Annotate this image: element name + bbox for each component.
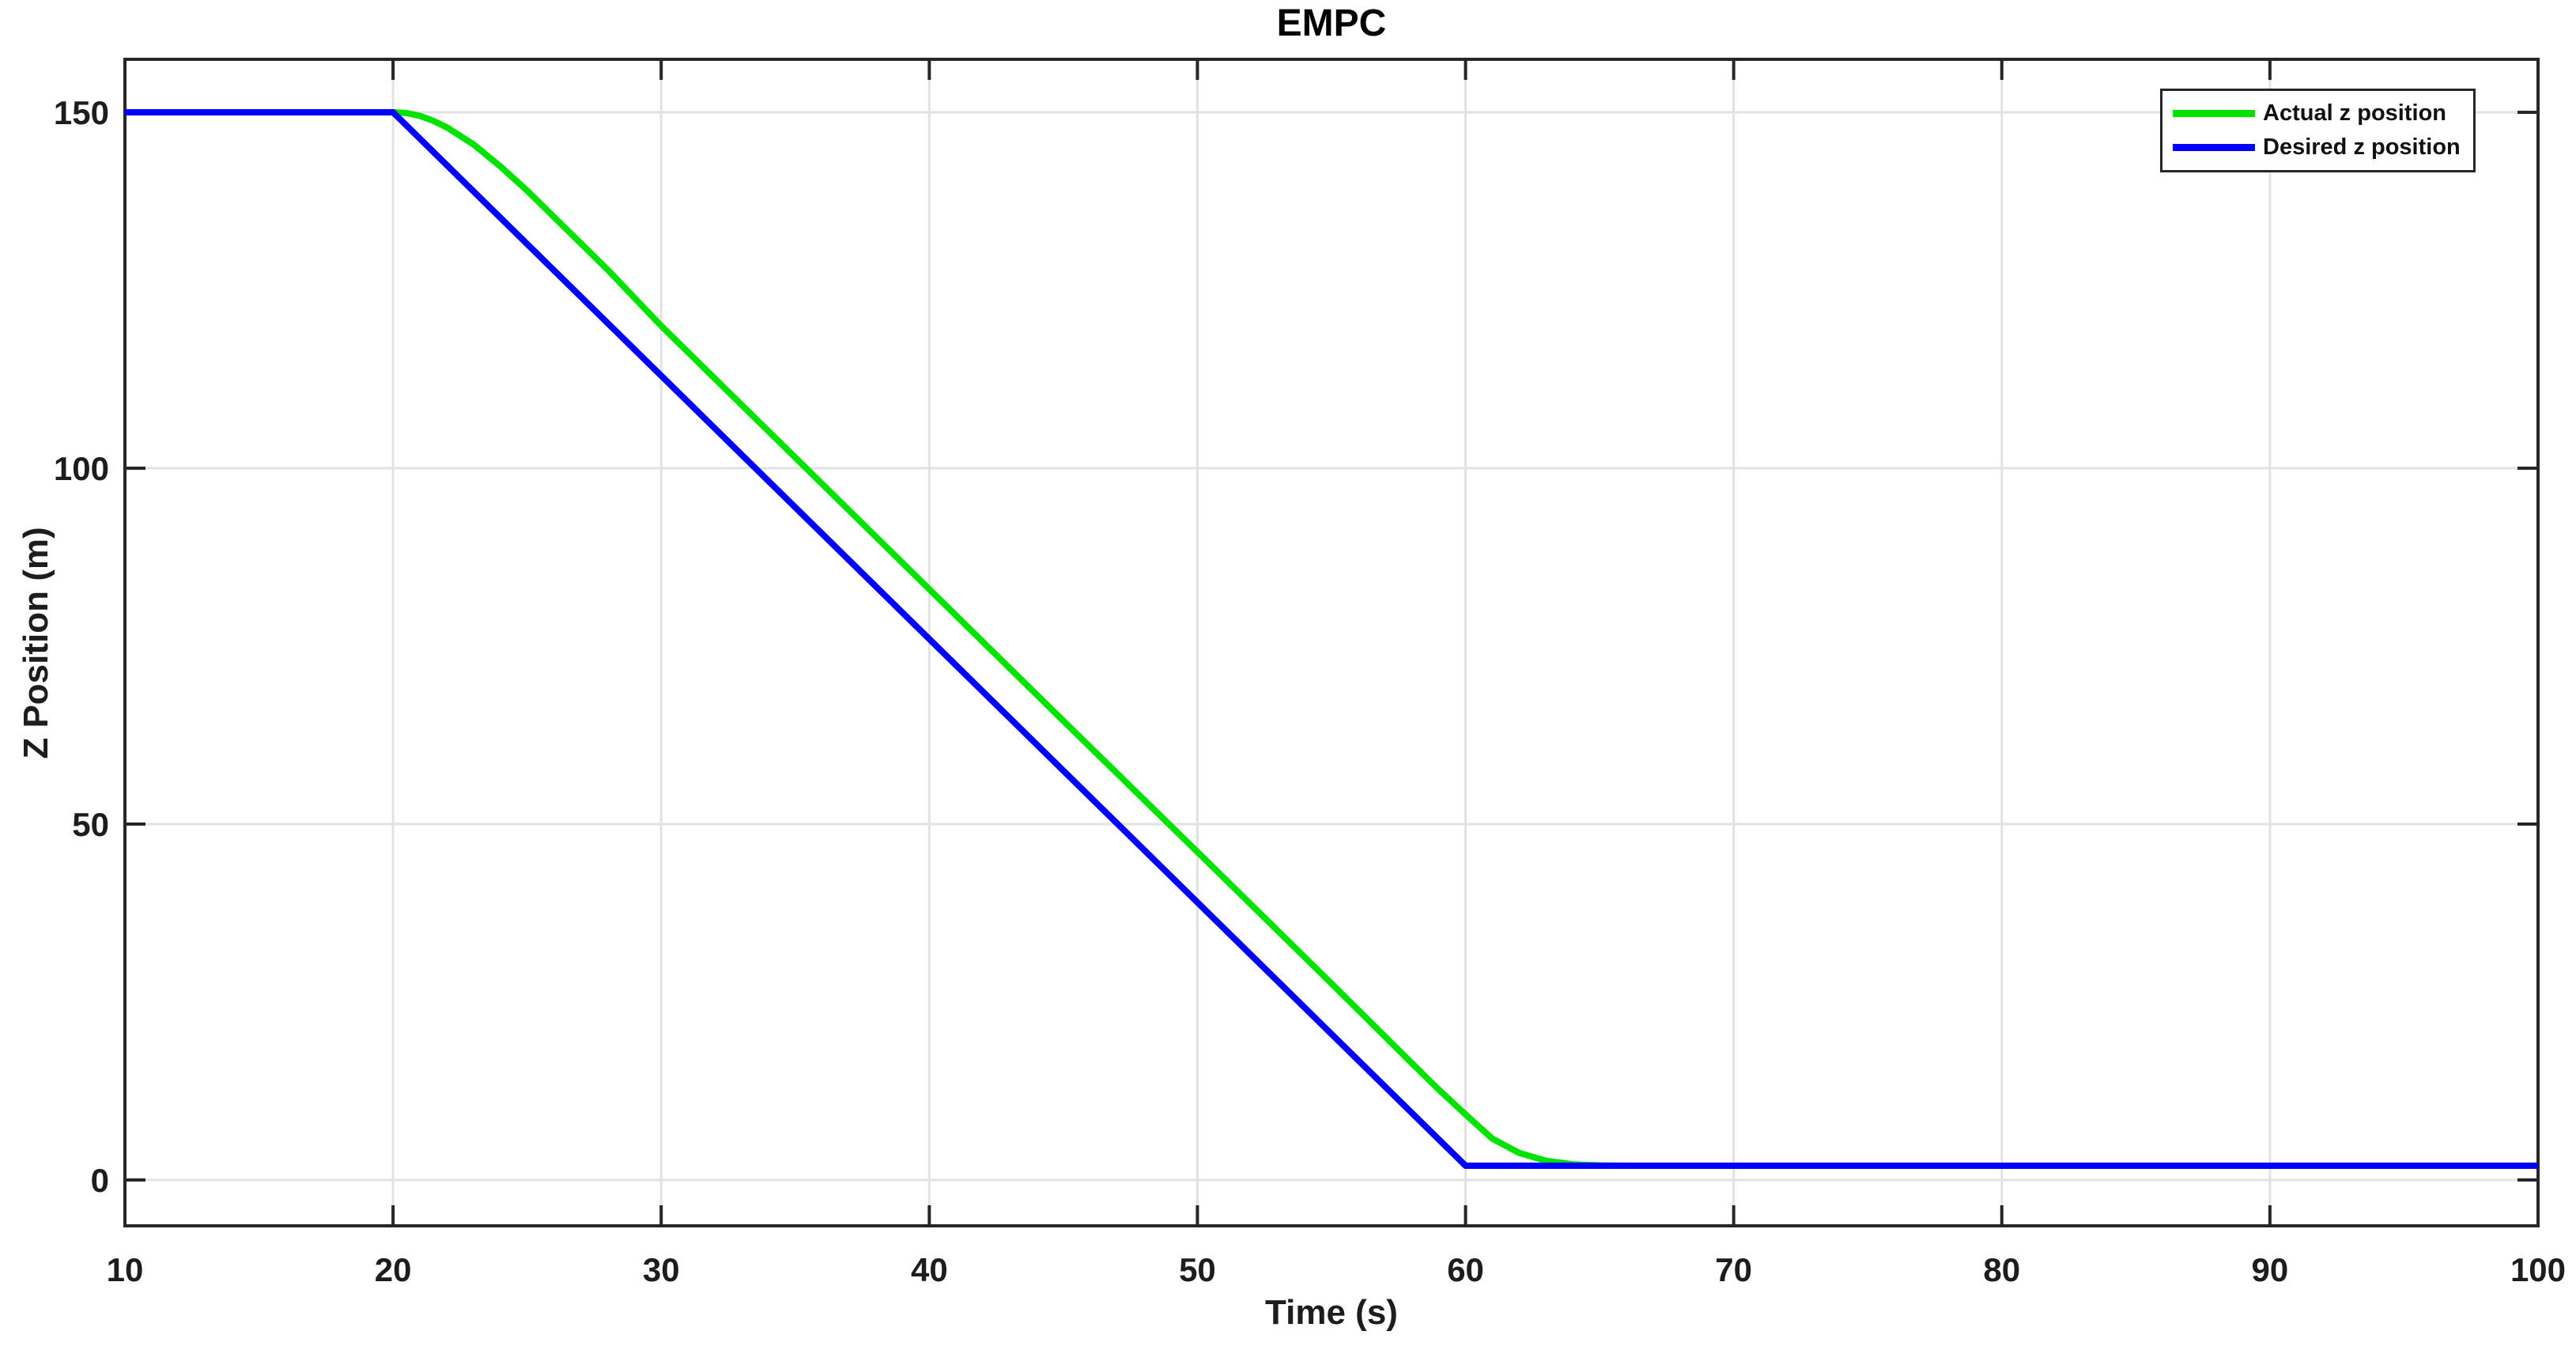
x-tick-label: 90 [2252, 1251, 2289, 1288]
series-line-actual-z-position [125, 109, 2538, 1169]
x-tick-label: 40 [911, 1251, 948, 1288]
y-tick-label: 50 [72, 806, 109, 843]
y-tick-label: 150 [54, 94, 109, 131]
x-tick-label: 10 [107, 1251, 144, 1288]
axes-box [123, 58, 2540, 1227]
series-line-desired-z-position [125, 109, 2538, 1169]
chart-title: EMPC [1276, 2, 1387, 44]
x-tick-label: 70 [1715, 1251, 1752, 1288]
x-tick-label: 20 [375, 1251, 412, 1288]
legend-item-desired: Desired z position [2173, 136, 2473, 159]
x-axis-label: Time (s) [1265, 1293, 1398, 1332]
y-tick-label: 100 [54, 450, 109, 487]
legend-label-desired: Desired z position [2263, 134, 2461, 160]
x-tick-label: 50 [1179, 1251, 1216, 1288]
legend-line-sample-green [2173, 110, 2255, 117]
legend-item-actual: Actual z position [2173, 102, 2473, 125]
x-tick-label: 30 [643, 1251, 680, 1288]
legend-line-sample-blue [2173, 144, 2255, 151]
x-tick-label: 100 [2510, 1251, 2566, 1288]
x-tick-label: 80 [1983, 1251, 2020, 1288]
legend-label-actual: Actual z position [2263, 100, 2446, 126]
y-tick-label: 0 [91, 1162, 109, 1199]
legend-box: Actual z position Desired z position [2160, 89, 2476, 172]
x-tick-label: 60 [1447, 1251, 1484, 1288]
y-axis-label: Z Position (m) [17, 527, 55, 759]
